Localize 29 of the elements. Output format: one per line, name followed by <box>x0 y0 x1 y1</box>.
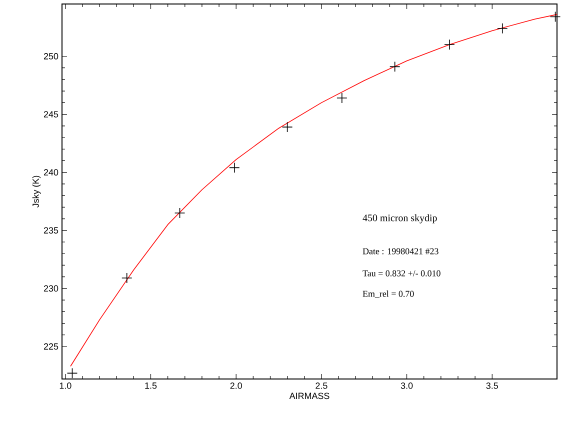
point <box>444 39 455 50</box>
point <box>174 208 186 218</box>
y-axis-title: Jsky (K) <box>32 176 41 208</box>
point <box>497 22 508 34</box>
annotation: Em_rel = 0.70 <box>362 290 414 298</box>
y-tick-label: 225 <box>44 343 58 350</box>
annotation: Date : 19980421 #23 <box>362 248 438 254</box>
x-tick-label: 1.0 <box>60 382 72 389</box>
x-tick-label: 1.5 <box>145 382 157 389</box>
annotation: Tau = 0.832 +/- 0.010 <box>362 270 440 276</box>
x-tick-label: 3.0 <box>400 382 413 389</box>
x-axis-title: AIRMASS <box>289 392 330 400</box>
line-series <box>70 14 558 367</box>
annotation: 450 micron skydip <box>362 214 437 224</box>
point <box>336 92 348 104</box>
point <box>550 11 561 22</box>
point <box>66 368 78 379</box>
point <box>389 61 400 72</box>
x-tick-label: 2.5 <box>316 382 328 389</box>
y-tick-label: 230 <box>44 285 58 292</box>
x-tick-label: 3.5 <box>486 382 498 389</box>
y-tick-label: 250 <box>44 53 58 60</box>
point <box>282 122 293 132</box>
y-tick-label: 240 <box>44 169 58 176</box>
y-tick-label: 235 <box>44 227 58 234</box>
point <box>121 272 132 284</box>
point <box>229 162 240 174</box>
x-tick-label: 2.0 <box>230 382 242 389</box>
y-tick-label: 245 <box>44 111 58 118</box>
